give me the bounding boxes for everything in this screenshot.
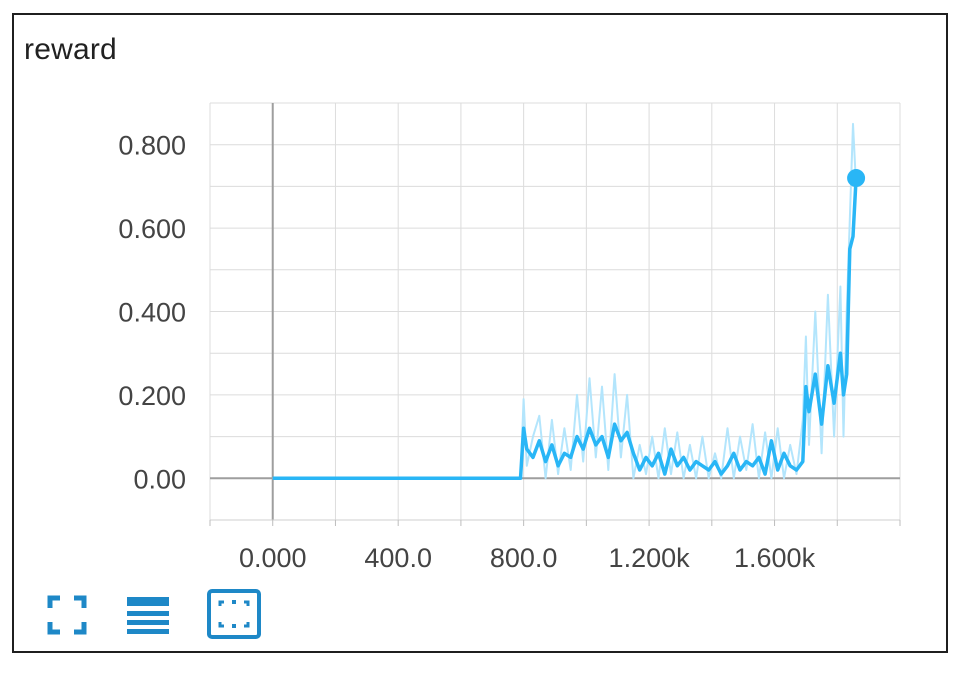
smoothed-series bbox=[272, 169, 866, 481]
chart-plot: 0.00 0.200 0.400 0.600 0.800 0.000 400.0 800.0… bbox=[118, 102, 901, 573]
chart-title: reward bbox=[24, 33, 117, 66]
reward-line bbox=[272, 178, 858, 481]
raw-series bbox=[272, 122, 858, 480]
x-tick-label: 800.0 bbox=[490, 543, 558, 573]
x-tick-label: 400.0 bbox=[364, 543, 432, 573]
y-tick-label: 0.400 bbox=[118, 298, 186, 328]
fit-domain-icon bbox=[207, 589, 261, 639]
axes bbox=[209, 103, 901, 526]
grid bbox=[209, 102, 901, 521]
x-tick-labels: 0.000 400.0 800.0 1.200k 1.600k bbox=[239, 543, 816, 573]
expand-chart-button[interactable] bbox=[42, 590, 92, 640]
x-tick-label: 1.600k bbox=[734, 543, 816, 573]
y-tick-label: 0.200 bbox=[118, 381, 186, 411]
toggle-log-scale-button[interactable] bbox=[122, 590, 172, 640]
y-tick-labels: 0.00 0.200 0.400 0.600 0.800 bbox=[118, 131, 186, 495]
y-tick-label: 0.800 bbox=[118, 131, 186, 161]
chart-card: reward 0.00 0.200 0.400 0.600 0.800 0.000 400… bbox=[12, 13, 948, 653]
x-tick-label: 1.200k bbox=[609, 543, 691, 573]
fit-domain-button[interactable] bbox=[206, 588, 262, 640]
y-tick-label: 0.600 bbox=[118, 214, 186, 244]
list-icon bbox=[127, 597, 169, 634]
raw-reward-line bbox=[272, 122, 858, 480]
y-tick-label: 0.00 bbox=[133, 464, 186, 494]
x-tick-label: 0.000 bbox=[239, 543, 307, 573]
last-point-marker[interactable] bbox=[847, 169, 866, 188]
expand-icon bbox=[47, 595, 87, 635]
